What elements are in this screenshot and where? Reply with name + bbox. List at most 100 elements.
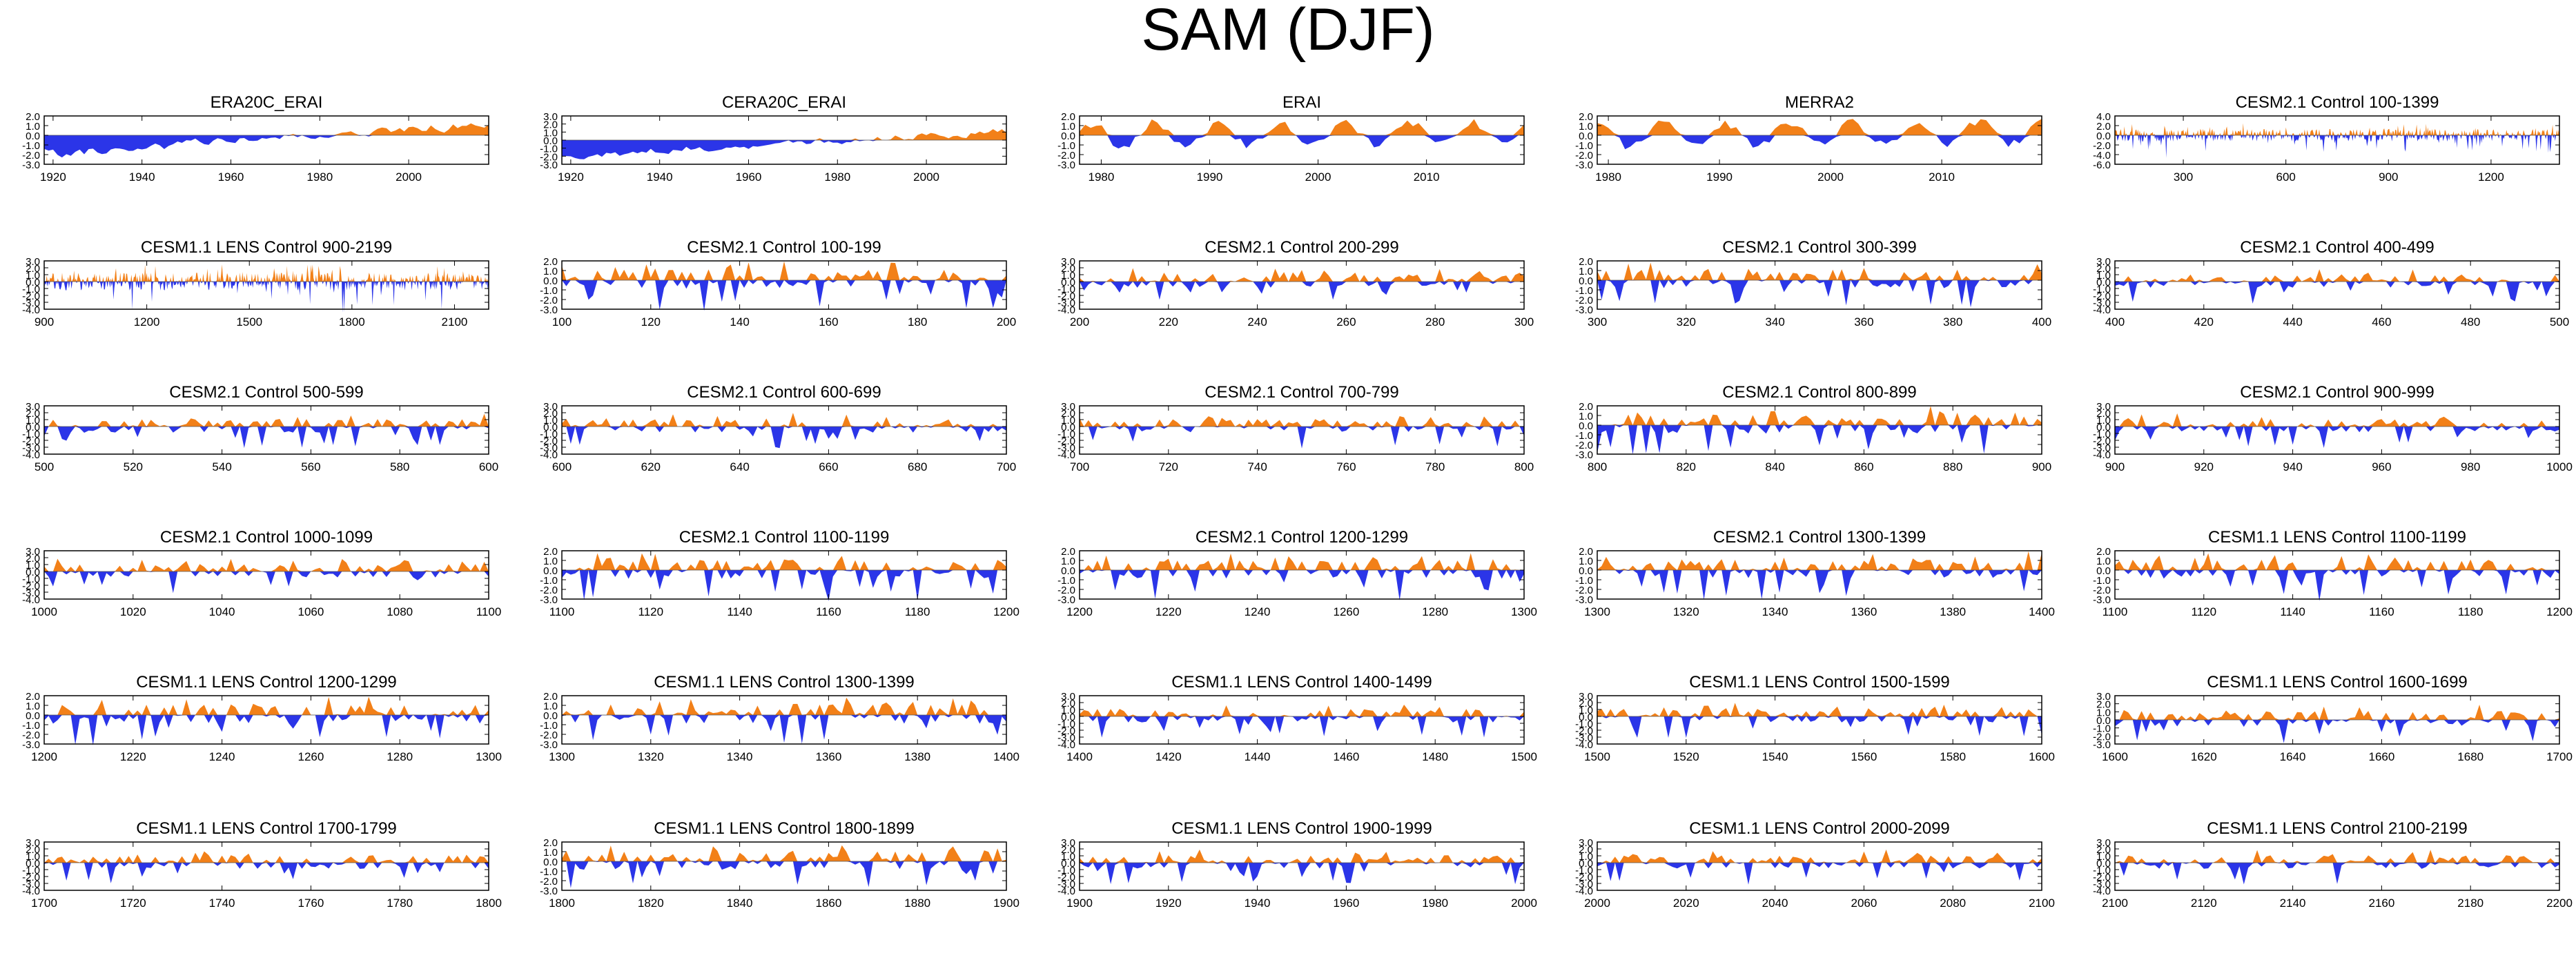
y-tick-label: -1.0 xyxy=(540,720,558,732)
y-tick-label: 3.0 xyxy=(26,546,40,558)
y-tick-label: 1.0 xyxy=(543,847,558,859)
x-tick-label: 920 xyxy=(2194,460,2214,473)
y-tick-label: -3.0 xyxy=(22,879,40,890)
plot-frame xyxy=(1597,841,2042,891)
chart-panel: CESM1.1 LENS Control 1800-18992.01.00.0-… xyxy=(540,819,1019,910)
y-tick-label: -3.0 xyxy=(22,297,40,309)
x-tick-label: 1200 xyxy=(134,315,160,329)
x-tick-label: 1680 xyxy=(2457,750,2484,763)
y-tick-label: -2.0 xyxy=(22,730,40,741)
panel-title: CESM2.1 Control 500-599 xyxy=(169,383,363,402)
panel-title: CESM2.1 Control 800-899 xyxy=(1722,383,1916,402)
negative-area xyxy=(1080,570,1524,600)
x-tick-label: 800 xyxy=(1588,460,1607,473)
y-tick-label: -1.0 xyxy=(1575,430,1593,442)
negative-area xyxy=(562,861,1006,888)
y-tick-label: 1.0 xyxy=(2096,707,2111,718)
x-tick-label: 280 xyxy=(1425,315,1445,329)
x-tick-label: 600 xyxy=(479,460,498,473)
y-tick-label: 2.0 xyxy=(1061,408,1075,420)
negative-area xyxy=(44,427,489,449)
chart-panel: CESM2.1 Control 1000-1099 3.02.01.00.0-1.… xyxy=(22,528,501,618)
x-tick-label: 580 xyxy=(390,460,409,473)
y-tick-label: 0.0 xyxy=(2096,277,2111,288)
chart-panel: CESM2.1 Control 1100-1199 2.01.00.0-1.0-2… xyxy=(540,528,1019,618)
y-tick-label: 3.0 xyxy=(26,256,40,268)
y-tick-label: -2.0 xyxy=(1575,150,1593,162)
y-tick-label: 1.0 xyxy=(26,851,40,863)
y-tick-label: -3.0 xyxy=(1575,732,1593,744)
positive-area xyxy=(562,129,1006,140)
y-tick-label: 2.0 xyxy=(26,408,40,420)
y-tick-label: -4.0 xyxy=(2093,150,2111,162)
x-tick-label: 900 xyxy=(35,315,54,329)
y-tick-label: 0.0 xyxy=(543,135,558,147)
x-tick-label: 1840 xyxy=(727,897,753,910)
y-tick-label: 2.0 xyxy=(2096,263,2111,275)
x-tick-label: 1220 xyxy=(120,750,146,763)
positive-area xyxy=(562,553,1006,570)
y-tick-label: 0.0 xyxy=(26,710,40,722)
panel-title: CESM2.1 Control 1100-1199 xyxy=(679,528,890,547)
plot-frame xyxy=(43,115,489,165)
y-tick-label: -1.0 xyxy=(22,429,40,440)
x-tick-label: 900 xyxy=(2032,460,2051,473)
y-tick-label: -3.0 xyxy=(2093,297,2111,309)
y-tick-label: -1.0 xyxy=(2093,429,2111,440)
plot-frame xyxy=(1079,695,1525,745)
x-tick-label: 1960 xyxy=(1333,897,1359,910)
y-tick-label: 1.0 xyxy=(1061,270,1075,282)
x-tick-label: 200 xyxy=(997,315,1016,329)
x-tick-label: 700 xyxy=(1070,460,1089,473)
x-tick-label: 1420 xyxy=(1155,750,1182,763)
x-tick-label: 1540 xyxy=(1762,750,1788,763)
x-tick-label: 1500 xyxy=(236,315,262,329)
negative-area xyxy=(1080,135,1524,149)
y-tick-label: -4.0 xyxy=(1575,739,1593,751)
y-tick-label: -1.0 xyxy=(1057,865,1075,877)
plot-frame xyxy=(43,841,489,891)
positive-area xyxy=(2115,705,2559,720)
x-tick-label: 1990 xyxy=(1197,170,1223,184)
y-tick-label: 3.0 xyxy=(2096,837,2111,849)
y-tick-label: 2.0 xyxy=(543,546,558,558)
y-tick-label: -3.0 xyxy=(540,304,558,316)
y-tick-label: -2.0 xyxy=(2093,140,2111,152)
y-tick-label: 0.0 xyxy=(2096,715,2111,727)
y-tick-label: 1.0 xyxy=(26,270,40,282)
y-tick-label: -3.0 xyxy=(1575,449,1593,461)
x-tick-label: 1160 xyxy=(816,605,841,618)
plot-frame xyxy=(561,260,1007,310)
x-tick-label: 1200 xyxy=(2546,605,2573,618)
y-tick-label: 3.0 xyxy=(1061,256,1075,268)
chart-panel: CESM1.1 LENS Control 1700-1799 3.02.01.00… xyxy=(22,819,502,910)
y-tick-label: -3.0 xyxy=(1057,159,1075,171)
plot-frame xyxy=(1079,405,1525,455)
x-tick-label: 1760 xyxy=(297,897,324,910)
panel-title: CESM1.1 LENS Control 1600-1699 xyxy=(2207,673,2468,692)
chart-panel: CESM2.1 Control 300-399 2.01.00.0-1.0-2.0… xyxy=(1575,238,2051,329)
x-tick-label: 1620 xyxy=(2191,750,2217,763)
y-tick-label: -2.0 xyxy=(1057,435,1075,447)
x-tick-label: 1440 xyxy=(1245,750,1271,763)
positive-area xyxy=(1597,262,2042,280)
x-tick-label: 1720 xyxy=(120,897,146,910)
x-tick-label: 1980 xyxy=(1595,170,1621,184)
x-tick-label: 1000 xyxy=(2546,460,2573,473)
y-tick-label: -4.0 xyxy=(540,449,558,461)
y-tick-label: 1.0 xyxy=(1061,705,1075,716)
chart-panel: CESM1.1 LENS Control 2000-2099 3.02.01.00… xyxy=(1575,819,2055,910)
negative-area xyxy=(2115,863,2559,885)
x-tick-label: 1100 xyxy=(476,605,502,618)
x-tick-label: 700 xyxy=(997,460,1016,473)
x-tick-label: 400 xyxy=(2032,315,2051,329)
chart-panel: CESM2.1 Control 700-7993.02.01.00.0-1.0-… xyxy=(1057,383,1534,473)
y-tick-label: 2.0 xyxy=(26,263,40,275)
x-tick-label: 1460 xyxy=(1333,750,1359,763)
chart-panel: CESM1.1 LENS Control 1200-12992.01.00.0-… xyxy=(22,673,502,763)
x-tick-label: 500 xyxy=(2550,315,2569,329)
x-tick-label: 1000 xyxy=(31,605,57,618)
y-tick-label: -2.0 xyxy=(2093,585,2111,596)
x-tick-label: 160 xyxy=(819,315,838,329)
